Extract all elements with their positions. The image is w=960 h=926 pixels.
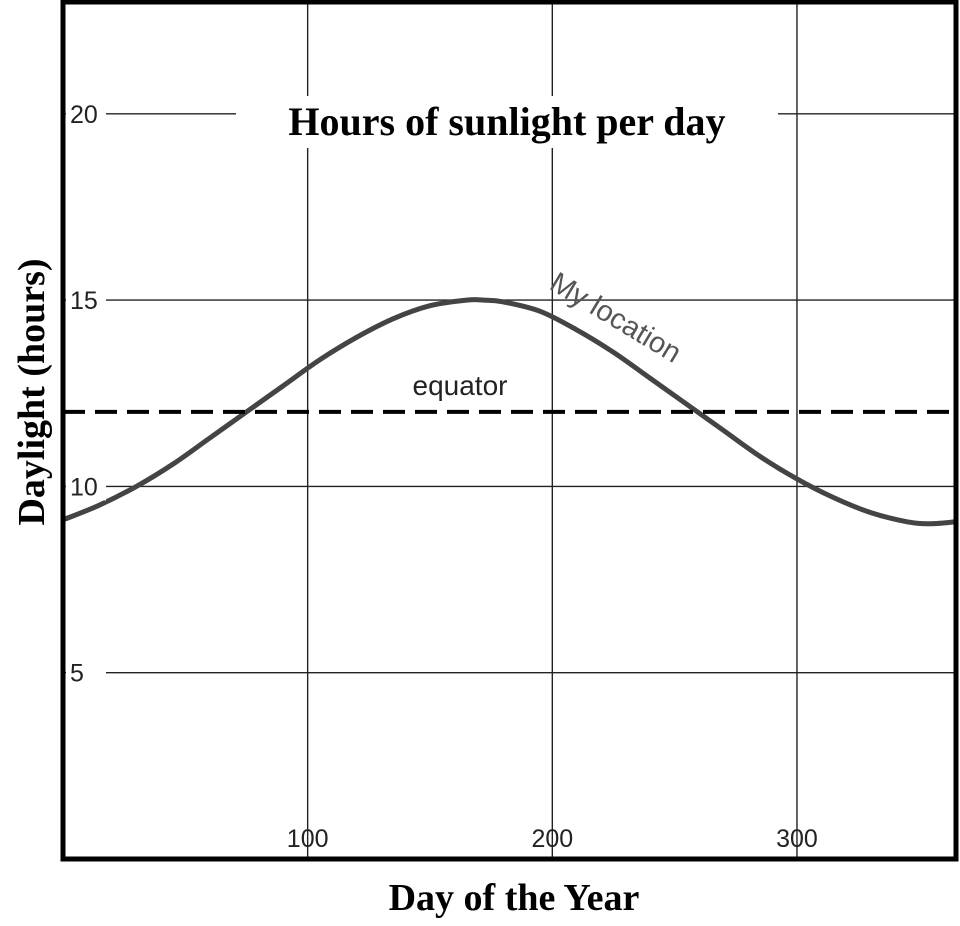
x-tick-label: 100 [287,825,329,853]
tick-labels: 100 200 300 5 10 15 20 [66,99,818,853]
series-layer [60,297,959,527]
y-tick-label-background [66,658,106,687]
y-tick-label-background [66,286,106,315]
plot-frame [60,0,959,862]
y-axis-title: Daylight (hours) [11,258,53,525]
y-tick-label: 15 [70,287,98,315]
x-axis-title: Day of the Year [389,877,640,919]
y-tick-label-background [66,472,106,501]
y-tick-label: 20 [70,101,98,129]
chart-title: Hours of sunlight per day [288,99,725,144]
equator-annotation: equator [413,370,508,401]
title-background [236,96,778,148]
x-tick-label: 200 [531,825,573,853]
y-tick-label: 10 [70,473,98,501]
x-tick-label: 300 [776,825,818,853]
y-tick-label-background [66,99,106,128]
my-location-curve [60,297,959,527]
y-tick-label: 5 [70,660,84,688]
